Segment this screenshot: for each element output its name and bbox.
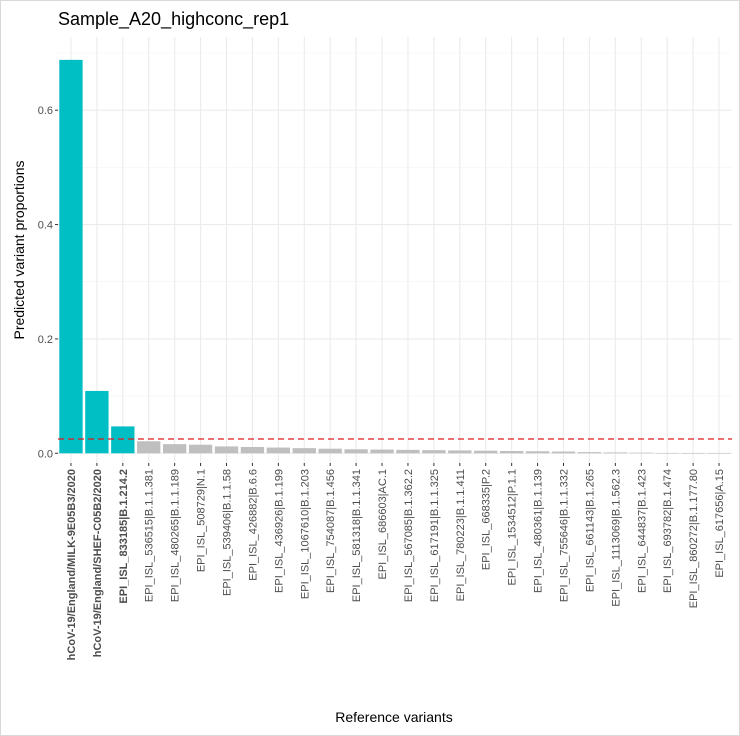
x-tick-label: EPI_ISL_1113069|B.1.562.3 (610, 469, 622, 607)
bar (448, 450, 472, 454)
x-tick-label: EPI_ISL_860272|B.1.177.80 (688, 469, 700, 608)
bar (499, 450, 524, 454)
x-tick-label: EPI_ISL_1534512|P.1.1 (507, 469, 519, 585)
bar (603, 452, 628, 454)
bar (396, 449, 420, 454)
y-tick-label: 0.4 (38, 220, 53, 232)
bar (266, 447, 291, 454)
x-tick-label: hCoV-19/England/MILK-9E05B3/2020 (66, 469, 78, 660)
bar (85, 390, 109, 454)
bar (681, 453, 705, 454)
bar (629, 452, 653, 454)
x-tick-label: EPI_ISL_1067610|B.1.203 (299, 469, 311, 599)
bar (188, 444, 213, 454)
bar (137, 441, 161, 454)
bar (292, 448, 316, 454)
x-tick-label: EPI_ISL_436926|B.1.199 (273, 469, 285, 593)
x-axis: hCoV-19/England/MILK-9E05B3/2020 hCoV-19/… (66, 463, 726, 660)
x-tick-label: EPI_ISL_536515|B.1.1.381 (144, 469, 156, 602)
bar (111, 426, 135, 454)
bar (318, 448, 342, 454)
y-axis-title: Predicted variant proportions (11, 161, 27, 340)
bar (214, 446, 239, 454)
x-tick-label: EPI_ISL_480361|B.1.139 (533, 469, 545, 593)
plot-panel (58, 37, 732, 463)
bar (525, 451, 550, 454)
x-tick-label: EPI_ISL_693782|B.1.474 (662, 469, 674, 593)
x-axis-title: Reference variants (335, 709, 453, 725)
x-tick-label: EPI_ISL_426882|B.6.6 (247, 469, 259, 581)
bar (59, 59, 83, 454)
bar (344, 449, 368, 454)
x-tick-label: EPI_ISL_780223|B.1.1.411 (455, 469, 467, 601)
chart-title: Sample_A20_highconc_rep1 (58, 9, 289, 30)
x-tick-label: EPI_ISL_617191|B.1.1.325 (429, 469, 441, 602)
bar (240, 446, 265, 454)
bars (59, 59, 731, 454)
bar (162, 444, 187, 454)
y-axis: 0.0 0.2 0.4 0.6 (38, 105, 58, 460)
x-tick-label: EPI_ISL_644837|B.1.423 (636, 469, 648, 593)
y-tick-label: 0.6 (38, 105, 53, 117)
x-tick-label: EPI_ISL_539406|B.1.1.58 (222, 469, 234, 596)
x-tick-label: EPI_ISL_686603|AC.1 (377, 469, 389, 580)
x-tick-label: EPI_ISL_508729|N.1 (196, 469, 208, 572)
bar (655, 452, 679, 454)
x-tick-label: EPI_ISL_581318|B.1.1.341 (351, 469, 363, 602)
bar (474, 450, 498, 454)
x-tick-label: EPI_ISL_567085|B.1.362.2 (403, 469, 415, 602)
x-tick-label: EPI_ISL_661143|B.1.265 (584, 469, 596, 592)
bar (707, 453, 731, 454)
bar (370, 449, 394, 454)
x-tick-label: EPI_ISL_755646|B.1.1.332 (559, 469, 571, 602)
x-tick-label: EPI_ISL_833185|B.1.214.2 (118, 469, 130, 604)
x-tick-label: EPI_ISL_617656|A.15 (714, 469, 726, 578)
y-tick-label: 0.0 (38, 448, 53, 460)
x-tick-label: EPI_ISL_754087|B.1.456 (325, 469, 337, 593)
x-tick-label: hCoV-19/England/SHEF-C05B2/2020 (92, 469, 104, 657)
bar (577, 452, 602, 454)
bar (422, 450, 446, 454)
x-tick-label: EPI_ISL_480265|B.1.1.189 (170, 469, 182, 602)
bar (551, 451, 576, 454)
y-tick-label: 0.2 (38, 334, 53, 346)
x-tick-label: EPI_ISL_668335|P.2 (481, 469, 493, 570)
